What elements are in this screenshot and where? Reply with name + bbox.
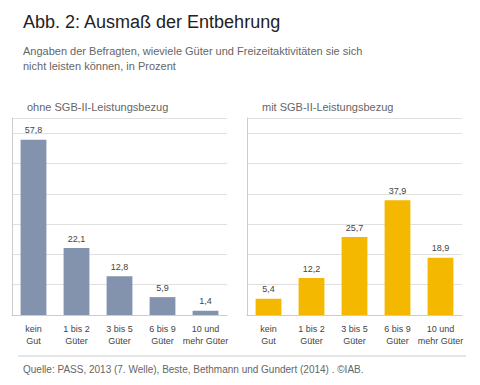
svg-text:5,4: 5,4: [262, 284, 275, 294]
svg-text:6 bis 9: 6 bis 9: [384, 324, 411, 334]
svg-text:mit SGB-II-Leistungsbezug: mit SGB-II-Leistungsbezug: [262, 101, 393, 113]
svg-text:22,1: 22,1: [68, 234, 86, 244]
svg-text:nicht leisten können, in Proze: nicht leisten können, in Prozent: [23, 60, 176, 72]
svg-text:1 bis 2: 1 bis 2: [298, 324, 325, 334]
svg-text:Gut: Gut: [261, 336, 276, 346]
svg-text:Güter: Güter: [300, 336, 323, 346]
svg-text:1 bis 2: 1 bis 2: [63, 324, 90, 334]
svg-text:Angaben der Befragten, wieviel: Angaben der Befragten, wieviele Güter un…: [23, 45, 362, 57]
svg-text:5,9: 5,9: [156, 283, 169, 293]
svg-text:Güter: Güter: [108, 336, 131, 346]
svg-text:Güter: Güter: [386, 336, 409, 346]
svg-text:3 bis 5: 3 bis 5: [106, 324, 133, 334]
svg-text:kein: kein: [260, 324, 277, 334]
svg-text:10 und: 10 und: [192, 324, 220, 334]
svg-text:Güter: Güter: [343, 336, 366, 346]
svg-text:57,8: 57,8: [25, 125, 43, 135]
svg-text:6 bis 9: 6 bis 9: [149, 324, 176, 334]
svg-text:Gut: Gut: [26, 336, 41, 346]
svg-text:Güter: Güter: [65, 336, 88, 346]
svg-text:mehr Güter: mehr Güter: [183, 336, 229, 346]
svg-text:ohne SGB-II-Leistungsbezug: ohne SGB-II-Leistungsbezug: [27, 101, 168, 113]
svg-text:mehr Güter: mehr Güter: [418, 336, 464, 346]
svg-text:12,8: 12,8: [111, 262, 129, 272]
svg-text:1,4: 1,4: [199, 296, 212, 306]
svg-text:kein: kein: [25, 324, 42, 334]
svg-text:10 und: 10 und: [427, 324, 455, 334]
svg-text:12,2: 12,2: [303, 264, 321, 274]
svg-text:Abb. 2: Ausmaß der Entbehrung: Abb. 2: Ausmaß der Entbehrung: [23, 12, 280, 32]
svg-text:25,7: 25,7: [346, 223, 364, 233]
svg-text:Güter: Güter: [151, 336, 174, 346]
svg-text:18,9: 18,9: [432, 243, 450, 253]
svg-text:Quelle: PASS, 2013 (7. Welle),: Quelle: PASS, 2013 (7. Welle), Beste, Be…: [23, 364, 364, 375]
svg-text:37,9: 37,9: [389, 186, 407, 196]
svg-text:3 bis 5: 3 bis 5: [341, 324, 368, 334]
